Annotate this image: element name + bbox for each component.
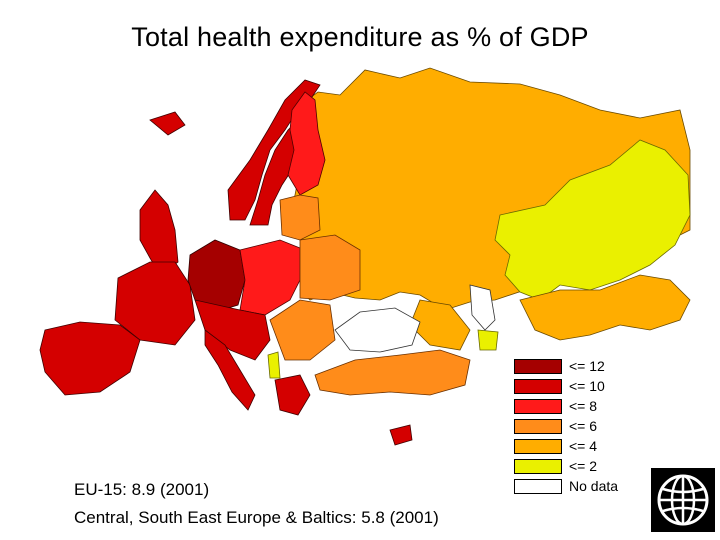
map-region-greece bbox=[274, 374, 311, 416]
map-region-armenia bbox=[477, 329, 499, 351]
map-region-caspian-sea bbox=[469, 284, 496, 331]
map-region-iceland bbox=[149, 111, 186, 136]
cee-stat: Central, South East Europe & Baltics: 5.… bbox=[74, 508, 439, 527]
legend-swatch bbox=[514, 459, 562, 474]
legend-swatch bbox=[514, 359, 562, 374]
legend-label: <= 10 bbox=[569, 378, 605, 394]
legend-swatch bbox=[514, 419, 562, 434]
legend-label: <= 2 bbox=[569, 458, 598, 474]
map-region-finland bbox=[287, 91, 326, 196]
legend-item: <= 10 bbox=[514, 379, 674, 396]
map-region-albania bbox=[267, 351, 281, 379]
map-region-southeast-europe bbox=[269, 299, 336, 361]
map-region-uk-ireland bbox=[139, 189, 179, 276]
page-title: Total health expenditure as % of GDP bbox=[131, 22, 589, 52]
legend-item: <= 6 bbox=[514, 419, 674, 436]
legend-label: <= 6 bbox=[569, 418, 598, 434]
map-region-black-sea bbox=[334, 307, 421, 353]
map-region-central-europe bbox=[239, 239, 301, 316]
legend-swatch bbox=[514, 479, 562, 494]
legend-item: <= 8 bbox=[514, 399, 674, 416]
legend-item: No data bbox=[514, 479, 674, 496]
globe-icon bbox=[651, 468, 715, 532]
map-region-italy bbox=[204, 329, 256, 411]
legend-swatch bbox=[514, 439, 562, 454]
map-region-turkey bbox=[314, 349, 471, 396]
map-region-southern-central-asia bbox=[519, 274, 691, 341]
legend-label: <= 4 bbox=[569, 438, 598, 454]
legend-item: <= 2 bbox=[514, 459, 674, 476]
legend-item: <= 12 bbox=[514, 359, 674, 376]
map-region-france bbox=[114, 261, 196, 346]
legend-swatch bbox=[514, 379, 562, 394]
legend-swatch bbox=[514, 399, 562, 414]
map-region-central-asia bbox=[494, 139, 691, 301]
legend-item: <= 4 bbox=[514, 439, 674, 456]
legend-label: <= 8 bbox=[569, 398, 598, 414]
map-region-ukraine-belarus bbox=[299, 234, 361, 301]
map-region-cyprus bbox=[389, 424, 413, 446]
map-region-iberia bbox=[39, 321, 141, 396]
map-region-germany bbox=[187, 239, 246, 313]
map-region-baltics bbox=[279, 194, 321, 241]
legend-label: No data bbox=[569, 478, 619, 494]
legend-label: <= 12 bbox=[569, 358, 605, 374]
eu15-stat: EU-15: 8.9 (2001) bbox=[74, 480, 210, 499]
